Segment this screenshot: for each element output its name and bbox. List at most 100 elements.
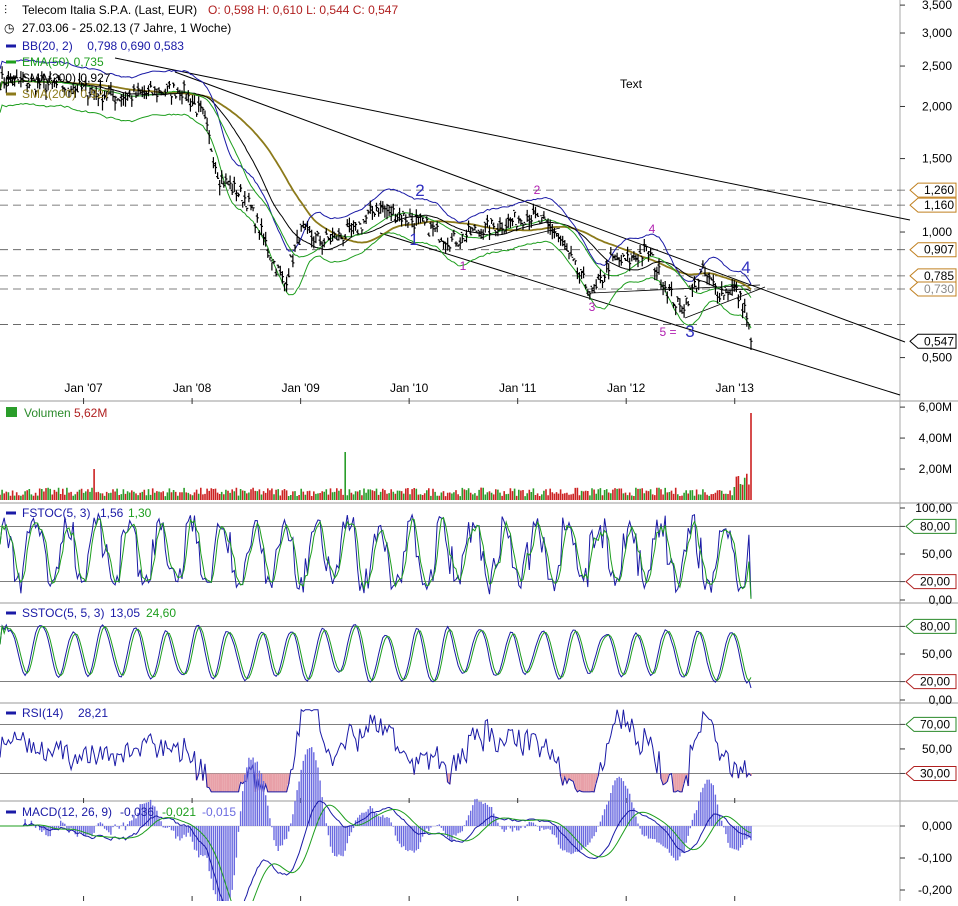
wave-label: 1 — [409, 230, 418, 249]
rsi-title: RSI(14) — [22, 706, 63, 720]
volume-title: Volumen — [24, 406, 71, 420]
macd-header: MACD(12, 26, 9) -0,036 -0,021 -0,015 — [6, 805, 236, 819]
sma200-olive-line — [0, 79, 752, 291]
trend-line-lower — [379, 232, 901, 396]
price-tag-box — [909, 242, 957, 258]
price-tag-label: 0,730 — [924, 282, 954, 296]
x-axis-label: Jan '10 — [390, 381, 429, 395]
volume-y-label: 6,00M — [919, 400, 952, 414]
volume-y-label: 2,00M — [919, 462, 952, 476]
wave-label: 2 — [534, 183, 541, 197]
rsi-oversold-fill — [195, 773, 752, 792]
price-tag-label: 0,547 — [924, 334, 954, 348]
legend-values: 0,735 — [74, 55, 104, 69]
sstoc-y-label: 50,00 — [922, 647, 952, 661]
macd-y-label: 0,000 — [922, 819, 952, 833]
bar-icon: ⫶ — [4, 3, 7, 17]
price-y-axis: 3,500 3,000 2,500 2,000 1,500 1,000 0,500 — [900, 0, 952, 365]
indicator-legend: BB(20, 2) 0,798 0,690 0,583 EMA(50) 0,735 SM… — [6, 39, 184, 101]
rsi-header: RSI(14) 28,21 — [6, 706, 108, 720]
sstoc-level-tag — [905, 674, 957, 690]
volume-grid: 6,00M 4,00M 2,00M — [900, 400, 952, 476]
rsi-level-tag — [905, 765, 957, 781]
fstoc-header: FSTOC(5, 3) 1,56 1,30 — [6, 506, 152, 520]
legend-label: EMA(50) — [22, 55, 69, 69]
instrument-title: Telecom Italia S.P.A. (Last, EUR) — [22, 3, 197, 17]
price-tag-label: 1,160 — [924, 198, 954, 212]
price-tag-box — [909, 182, 957, 198]
price-grid — [0, 189, 910, 325]
chart-header: ⫶ Telecom Italia S.P.A. (Last, EUR) O: 0… — [4, 3, 643, 101]
sstoc-k-line — [0, 623, 752, 689]
macd-signal-value: -0,021 — [162, 805, 196, 819]
price-tag-box — [909, 197, 957, 213]
rsi-line — [0, 708, 752, 793]
bb-upper-line — [0, 59, 752, 285]
annotation-text: Text — [620, 77, 643, 91]
legend-values: 0,927 — [80, 71, 110, 85]
rsi-value: 28,21 — [78, 706, 108, 720]
trend-line-upper — [114, 57, 911, 221]
volume-y-label: 4,00M — [919, 431, 952, 445]
legend-label: SMA(200) — [22, 87, 76, 101]
x-axis-label: Jan '13 — [716, 381, 755, 395]
price-y-tick-label: 2,000 — [922, 99, 952, 113]
macd-y-label: -0,200 — [918, 883, 952, 897]
trend-lines — [114, 57, 911, 396]
macd-line-value: -0,036 — [120, 805, 154, 819]
fstoc-level-tag — [905, 574, 957, 590]
price-y-tick-label: 2,500 — [922, 59, 952, 73]
fstoc-d-line — [0, 516, 752, 599]
legend-values: 0,798 0,690 0,583 — [87, 39, 184, 53]
x-axis-label: Jan '08 — [173, 381, 212, 395]
wave-labels: 2 1 1 2 3 4 4 5 = 3 — [409, 181, 750, 341]
sstoc-title: SSTOC(5, 5, 3) — [22, 606, 104, 620]
sstoc-d: 24,60 — [146, 606, 176, 620]
sstoc-header: SSTOC(5, 5, 3) 13,05 24,60 — [6, 606, 176, 620]
fstoc-d: 1,30 — [128, 506, 152, 520]
x-axis: Jan '07 Jan '08 Jan '09 Jan '10 Jan '11 Jan '… — [64, 381, 754, 901]
price-tag-label: 1,260 — [924, 183, 954, 197]
wave-label: 4 — [741, 258, 750, 277]
sstoc-d-line — [0, 625, 752, 682]
macd-signal-line — [0, 804, 752, 906]
fstoc-y-label: 50,00 — [922, 547, 952, 561]
fstoc-y-label: 0,00 — [929, 593, 953, 607]
price-y-tick-label: 3,000 — [922, 26, 952, 40]
rsi-level-label: 70,00 — [920, 717, 950, 731]
fstoc-title: FSTOC(5, 3) — [22, 506, 90, 520]
x-axis-label: Jan '09 — [281, 381, 320, 395]
fstoc-level-label: 20,00 — [920, 575, 950, 589]
volume-icon — [6, 407, 17, 417]
clock-icon: ◷ — [4, 21, 15, 35]
price-tag-box — [909, 268, 957, 284]
price-bars — [0, 66, 753, 350]
price-tag-box — [909, 333, 957, 349]
fstoc-level-tag — [905, 518, 957, 534]
price-tag-label: 0,785 — [924, 269, 954, 283]
fstoc-k: 1,56 — [100, 506, 124, 520]
bb-lower-line — [0, 102, 752, 329]
macd-y-label: -0,100 — [918, 851, 952, 865]
price-y-tick-label: 3,500 — [922, 0, 952, 12]
sstoc-level-label: 20,00 — [920, 675, 950, 689]
sstoc-y-label: 0,00 — [929, 693, 953, 707]
macd-title: MACD(12, 26, 9) — [22, 805, 112, 819]
macd-histogram — [24, 747, 752, 906]
date-range: 27.03.06 - 25.02.13 (7 Jahre, 1 Woche) — [22, 21, 231, 35]
sstoc-level-tag — [905, 618, 957, 634]
volume-bars — [0, 413, 752, 500]
legend-values: 0,927 — [80, 87, 110, 101]
wave-label: 3 — [685, 322, 694, 341]
wave-label: 4 — [649, 222, 656, 236]
price-y-tick-label: 1,500 — [922, 152, 952, 166]
ohlc-values: O: 0,598 H: 0,610 L: 0,544 C: 0,547 — [208, 3, 398, 17]
x-axis-label: Jan '11 — [499, 381, 537, 395]
wedge-line — [469, 227, 561, 251]
